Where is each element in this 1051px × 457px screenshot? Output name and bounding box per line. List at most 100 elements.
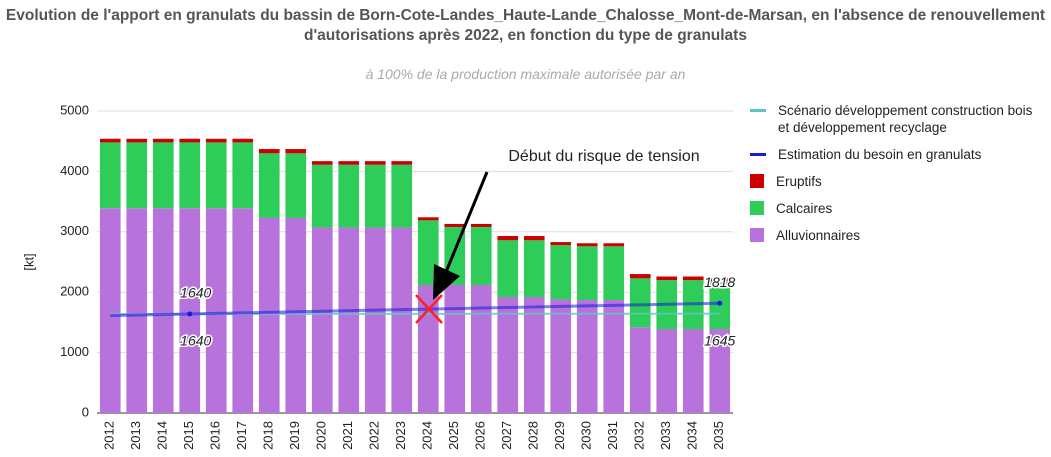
x-tick-label: 2022 (367, 421, 382, 450)
x-tick-label: 2016 (208, 421, 223, 450)
legend-item: Calcaires (750, 200, 1045, 217)
x-tick-label: 2026 (473, 421, 488, 450)
data-label: 1640 (180, 285, 211, 301)
x-tick-label: 2033 (658, 421, 673, 450)
annotation: Début du risque de tension (508, 148, 699, 165)
legend-item: Scénario développement construction bois… (750, 102, 1045, 136)
bar (152, 208, 174, 413)
x-tick-label: 2029 (552, 421, 567, 450)
bar (179, 208, 201, 413)
bar (205, 138, 227, 143)
y-axis-label: [kt] (21, 253, 36, 270)
bar (576, 243, 598, 247)
chart-title: Evolution de l'apport en granulats du ba… (5, 7, 1046, 44)
bar (205, 142, 227, 209)
line (110, 301, 720, 318)
bar (152, 142, 174, 209)
x-tick-label: 2032 (632, 421, 647, 450)
bar (99, 208, 121, 413)
bar (682, 276, 704, 281)
bar (417, 217, 439, 221)
bar (629, 278, 651, 328)
bar (364, 161, 386, 165)
x-tick-label: 2028 (526, 421, 541, 450)
legend-label: Eruptifs (776, 174, 822, 189)
bar (99, 142, 121, 209)
bar (364, 164, 386, 228)
arrow-head (433, 264, 460, 300)
bar (126, 138, 148, 143)
x-tick-label: 2013 (128, 421, 143, 450)
bar (444, 223, 466, 227)
bar (470, 284, 492, 413)
y-tick-label: 2000 (60, 284, 89, 299)
legend-item: Estimation du besoin en granulats (750, 146, 1045, 163)
y-tick-label: 0 (82, 404, 89, 419)
bar (179, 142, 201, 209)
bar (603, 300, 625, 413)
x-tick-label: 2023 (393, 421, 408, 450)
bar (232, 142, 254, 209)
x-tick-label: 2018 (261, 421, 276, 450)
bar (682, 329, 704, 413)
bar (550, 299, 572, 413)
annotation-arrow (444, 171, 489, 273)
x-tick-label: 2021 (340, 421, 355, 450)
bar (338, 164, 360, 228)
bar (576, 246, 598, 301)
bar (470, 223, 492, 227)
bar (576, 300, 598, 413)
bar (497, 240, 519, 298)
bar (311, 161, 333, 165)
bar (152, 138, 174, 143)
y-tick-label: 4000 (60, 163, 89, 178)
bar (258, 217, 280, 413)
bar (497, 297, 519, 413)
data-label: 1645 (704, 332, 735, 348)
bar (523, 240, 545, 298)
x-tick-label: 2030 (579, 421, 594, 450)
y-tick-label: 5000 (60, 102, 89, 117)
bar (232, 208, 254, 413)
bar (285, 153, 307, 218)
legend-swatch (750, 228, 764, 242)
bar (391, 227, 413, 413)
bar (470, 226, 492, 285)
x-tick-label: 2024 (420, 421, 435, 450)
legend-label: Alluvionnaires (776, 228, 861, 243)
legend: Scénario développement construction bois… (750, 102, 1045, 254)
bar (338, 161, 360, 165)
legend-swatch (750, 153, 766, 156)
bar (338, 227, 360, 413)
bar (391, 164, 413, 228)
y-tick-label: 3000 (60, 223, 89, 238)
x-tick-label: 2014 (155, 421, 170, 450)
legend-label: Estimation du besoin en granulats (778, 147, 982, 162)
legend-label: Calcaires (776, 201, 833, 216)
x-tick-label: 2015 (181, 421, 196, 450)
x-tick-label: 2027 (499, 421, 514, 450)
x-tick-label: 2019 (287, 421, 302, 450)
bar (99, 138, 121, 143)
data-label: 1640 (180, 333, 211, 349)
legend-swatch (750, 201, 764, 215)
bar (444, 284, 466, 413)
bar (311, 227, 333, 413)
bar (258, 153, 280, 218)
bar (285, 149, 307, 154)
bar (126, 208, 148, 413)
bar (656, 329, 678, 413)
bar (364, 227, 386, 413)
x-tick-label: 2012 (102, 421, 117, 450)
chart-subtitle: à 100% de la production maximale autoris… (365, 66, 686, 82)
legend-label: Scénario développement construction bois… (778, 103, 1033, 135)
x-tick-label: 2031 (605, 421, 620, 450)
legend-swatch (750, 109, 766, 112)
bar (629, 327, 651, 413)
bar (391, 161, 413, 165)
bar (550, 245, 572, 300)
bar (311, 164, 333, 228)
x-tick-label: 2035 (711, 421, 726, 450)
bar (232, 138, 254, 143)
cross (415, 294, 443, 324)
